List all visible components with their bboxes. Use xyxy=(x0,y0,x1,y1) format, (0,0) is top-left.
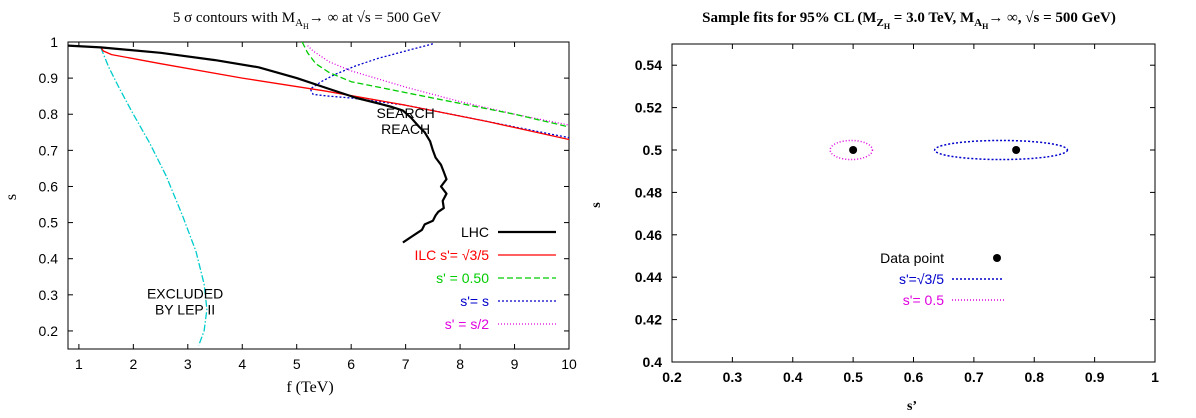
legend-label: s' = s/2 xyxy=(445,316,490,332)
legend-label: s' = 0.50 xyxy=(436,270,489,286)
annotation-label: BY LEP II xyxy=(155,302,215,318)
x-tick-label: 2 xyxy=(129,356,137,372)
x-tick-label: 0.6 xyxy=(904,369,924,385)
y-tick-label: 1 xyxy=(50,34,58,50)
x-tick-label: 4 xyxy=(238,356,246,372)
x-tick-label: 5 xyxy=(293,356,301,372)
x-tick-label: 0.2 xyxy=(662,369,682,385)
y-tick-label: 0.52 xyxy=(635,100,662,116)
y-tick-label: 0.5 xyxy=(39,215,59,231)
chart-left-ylabel: s xyxy=(3,194,20,200)
chart-right-ylabel: s xyxy=(589,202,604,208)
series-line-2 xyxy=(301,42,569,128)
annotation-label: EXCLUDED xyxy=(147,285,223,301)
legend-label: ILC s'= √3/5 xyxy=(414,247,489,263)
x-tick-label: 0.7 xyxy=(964,369,984,385)
data-point-marker xyxy=(1012,146,1021,154)
x-tick-label: 10 xyxy=(561,356,577,372)
legend-swatch xyxy=(993,254,1001,262)
annotation-label: SEARCH xyxy=(376,105,434,121)
y-tick-label: 0.2 xyxy=(39,323,59,339)
y-tick-label: 0.54 xyxy=(635,57,662,73)
y-tick-label: 0.7 xyxy=(39,142,59,158)
data-point-marker xyxy=(849,146,858,154)
chart-left: 5 σ contours with MAH→ ∞ at √s = 500 GeV… xyxy=(3,10,577,396)
chart-right-title: Sample fits for 95% CL (MZH = 3.0 TeV, M… xyxy=(702,10,1116,31)
x-tick-label: 7 xyxy=(402,356,410,372)
chart-right-plot-frame xyxy=(671,43,1156,363)
series-line-3 xyxy=(309,43,569,139)
y-tick-label: 0.42 xyxy=(635,312,662,328)
series-line-4 xyxy=(307,45,569,126)
series-line-5 xyxy=(100,47,208,346)
x-tick-label: 0.4 xyxy=(783,369,803,385)
chart-right: Sample fits for 95% CL (MZH = 3.0 TeV, M… xyxy=(589,10,1159,414)
series-line-1 xyxy=(100,47,569,141)
chart-left-xlabel: f (TeV) xyxy=(286,379,333,396)
legend-label: s'= 0.5 xyxy=(903,292,944,308)
x-tick-label: 0.9 xyxy=(1085,369,1105,385)
contour-ellipse xyxy=(933,139,1069,161)
legend-label: s'=√3/5 xyxy=(899,271,944,287)
y-tick-label: 0.5 xyxy=(643,142,663,158)
y-tick-label: 0.8 xyxy=(39,106,59,122)
y-tick-label: 0.44 xyxy=(635,269,662,285)
legend-label: LHC xyxy=(461,224,489,240)
chart-left-plot-frame xyxy=(67,41,570,350)
y-tick-label: 0.48 xyxy=(635,184,662,200)
contour-ellipse xyxy=(829,139,874,161)
y-tick-label: 0.3 xyxy=(39,287,59,303)
y-tick-label: 0.4 xyxy=(39,251,59,267)
y-tick-label: 0.4 xyxy=(643,354,663,370)
x-tick-label: 8 xyxy=(456,356,464,372)
chart-left-title: 5 σ contours with MAH→ ∞ at √s = 500 GeV xyxy=(173,10,442,31)
series-line-0 xyxy=(68,44,448,244)
x-tick-label: 1 xyxy=(75,356,83,372)
x-tick-label: 3 xyxy=(184,356,192,372)
x-tick-label: 1 xyxy=(1151,369,1159,385)
annotation-label: REACH xyxy=(381,121,430,137)
legend-label: s'= s xyxy=(460,293,489,309)
legend-label: Data point xyxy=(880,250,944,266)
x-tick-label: 0.8 xyxy=(1025,369,1045,385)
y-tick-label: 0.6 xyxy=(39,178,59,194)
x-tick-label: 0.3 xyxy=(723,369,743,385)
x-tick-label: 6 xyxy=(347,356,355,372)
x-tick-label: 9 xyxy=(511,356,519,372)
y-tick-label: 0.9 xyxy=(39,70,59,86)
x-tick-label: 0.5 xyxy=(843,369,863,385)
chart-right-xlabel: s’ xyxy=(907,399,917,414)
y-tick-label: 0.46 xyxy=(635,227,662,243)
